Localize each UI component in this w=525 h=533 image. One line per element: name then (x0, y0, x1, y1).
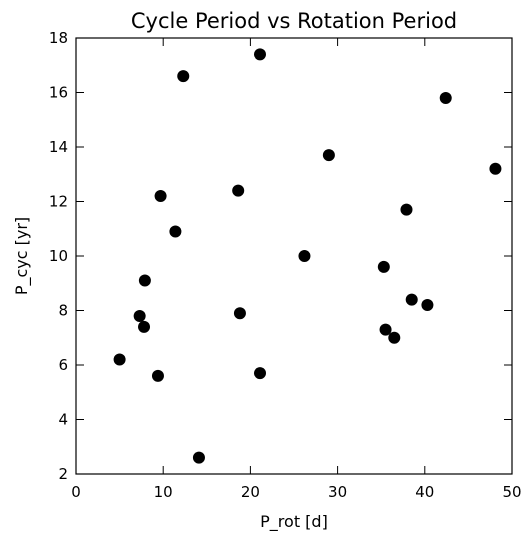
y-tick-label: 4 (58, 411, 68, 429)
y-tick-label: 18 (49, 29, 68, 47)
data-point (133, 309, 146, 322)
data-point (439, 91, 452, 104)
x-tick-label: 30 (328, 483, 347, 501)
x-tick-label: 40 (415, 483, 434, 501)
x-tick-label: 10 (154, 483, 173, 501)
data-point (405, 293, 418, 306)
x-axis-label: P_rot [d] (260, 512, 328, 532)
y-tick-label: 12 (49, 193, 68, 211)
data-point (154, 190, 167, 203)
data-point (400, 203, 413, 216)
data-point (151, 369, 164, 382)
data-point (138, 274, 151, 287)
y-tick-label: 16 (49, 84, 68, 102)
y-tick-label: 14 (49, 138, 68, 156)
data-point (113, 353, 126, 366)
data-point (298, 250, 311, 262)
y-tick-label: 10 (49, 247, 68, 265)
x-tick-label: 0 (71, 483, 81, 501)
x-tick-label: 50 (502, 483, 521, 501)
y-tick-label: 2 (58, 465, 68, 483)
data-point (138, 320, 151, 333)
data-point (177, 70, 190, 83)
axis-tick-labels: 0 10 20 30 40 50 2 4 6 8 10 12 14 16 18 (49, 29, 522, 501)
chart-title: Cycle Period vs Rotation Period (131, 9, 457, 33)
data-point (489, 162, 502, 175)
data-point (253, 48, 266, 61)
data-point (388, 331, 401, 344)
y-tick-label: 6 (58, 356, 68, 374)
x-tick-label: 20 (241, 483, 260, 501)
data-point (322, 149, 335, 162)
data-point (169, 225, 182, 238)
data-point (253, 367, 266, 380)
data-point (232, 184, 245, 197)
data-point (192, 451, 205, 464)
data-point (377, 260, 390, 273)
axis-ticks (75, 37, 513, 475)
data-point (421, 299, 434, 312)
plot-area (75, 37, 513, 475)
data-point (233, 307, 246, 320)
y-tick-label: 8 (58, 302, 68, 320)
data-point (379, 323, 392, 336)
y-axis-label: P_cyc [yr] (12, 217, 32, 295)
data-points (113, 48, 502, 464)
